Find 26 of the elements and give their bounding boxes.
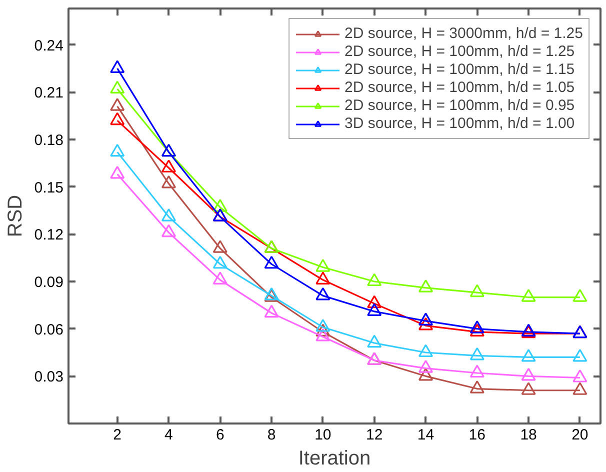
x-tick-label: 18 — [520, 426, 537, 444]
y-tick-label: 0.15 — [34, 179, 64, 196]
legend-label: 2D source, H = 100mm, h/d = 0.95 — [344, 97, 575, 114]
y-tick-label: 0.24 — [34, 37, 64, 54]
legend-label: 2D source, H = 100mm, h/d = 1.25 — [344, 43, 575, 60]
x-tick-label: 10 — [314, 426, 332, 444]
legend-label: 2D source, H = 100mm, h/d = 1.15 — [344, 61, 575, 78]
legend-label: 2D source, H = 3000mm, h/d = 1.25 — [344, 25, 583, 42]
x-axis-title: Iteration — [298, 448, 371, 470]
y-tick-label: 0.06 — [34, 321, 64, 338]
x-tick-label: 4 — [164, 426, 173, 444]
y-axis-title: RSD — [4, 194, 26, 238]
x-tick-label: 8 — [267, 426, 276, 444]
y-tick-label: 0.12 — [34, 226, 64, 244]
x-tick-label: 6 — [216, 426, 224, 444]
y-tick-label: 0.18 — [34, 132, 64, 149]
y-tick-label: 0.21 — [34, 84, 64, 102]
x-tick-label: 2 — [113, 426, 122, 444]
legend-label: 2D source, H = 100mm, h/d = 1.05 — [344, 79, 575, 96]
x-tick-label: 12 — [366, 426, 383, 444]
x-tick-label: 20 — [572, 426, 588, 444]
legend-label: 3D source, H = 100mm, h/d = 1.00 — [344, 115, 575, 132]
y-tick-label: 0.09 — [34, 274, 64, 291]
x-tick-label: 14 — [417, 426, 434, 444]
x-tick-label: 16 — [468, 426, 486, 444]
y-tick-label: 0.03 — [34, 368, 64, 386]
